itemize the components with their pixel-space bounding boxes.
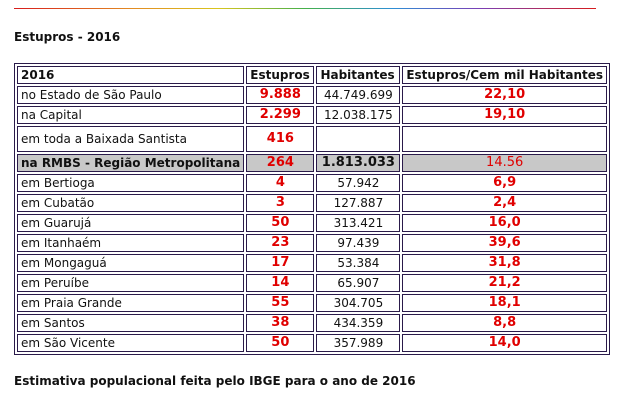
- header-habitantes: Habitantes: [316, 66, 401, 84]
- row-habitantes: 357.989: [316, 334, 401, 352]
- header-taxa: Estupros/Cem mil Habitantes: [402, 66, 607, 84]
- row-habitantes: 53.384: [316, 254, 401, 272]
- row-taxa: 14.56: [402, 154, 607, 172]
- header-estupros: Estupros: [246, 66, 315, 84]
- row-estupros: 4: [246, 174, 315, 192]
- row-taxa: 18,1: [402, 294, 607, 312]
- row-label: em Itanhaém: [17, 234, 245, 252]
- row-label: na Capital: [17, 106, 245, 124]
- table-row: em São Vicente 50 357.989 14,0: [17, 334, 607, 352]
- row-estupros: 23: [246, 234, 315, 252]
- row-habitantes: 65.907: [316, 274, 401, 292]
- table-row: em Cubatão 3 127.887 2,4: [17, 194, 607, 212]
- row-label: em Mongaguá: [17, 254, 245, 272]
- row-label: em Praia Grande: [17, 294, 245, 312]
- row-label: em Bertioga: [17, 174, 245, 192]
- row-estupros: 50: [246, 214, 315, 232]
- row-estupros: 3: [246, 194, 315, 212]
- row-estupros: 50: [246, 334, 315, 352]
- row-habitantes: 1.813.033: [316, 154, 401, 172]
- row-taxa: 8,8: [402, 314, 607, 332]
- row-taxa: 19,10: [402, 106, 607, 124]
- table-row: em Peruíbe 14 65.907 21,2: [17, 274, 607, 292]
- row-taxa: 16,0: [402, 214, 607, 232]
- stats-table-wrap: 2016 Estupros Habitantes Estupros/Cem mi…: [14, 63, 610, 355]
- row-habitantes: 434.359: [316, 314, 401, 332]
- row-estupros: 17: [246, 254, 315, 272]
- table-row: em Mongaguá 17 53.384 31,8: [17, 254, 607, 272]
- row-estupros: 2.299: [246, 106, 315, 124]
- row-label: em Guarujá: [17, 214, 245, 232]
- row-estupros: 416: [246, 126, 315, 152]
- row-taxa: [402, 126, 607, 152]
- page-title: Estupros - 2016: [14, 30, 121, 44]
- table-header-row: 2016 Estupros Habitantes Estupros/Cem mi…: [17, 66, 607, 84]
- row-habitantes: 127.887: [316, 194, 401, 212]
- row-taxa: 39,6: [402, 234, 607, 252]
- row-habitantes: 97.439: [316, 234, 401, 252]
- row-label: em Cubatão: [17, 194, 245, 212]
- row-habitantes: 12.038.175: [316, 106, 401, 124]
- row-habitantes: 313.421: [316, 214, 401, 232]
- row-estupros: 264: [246, 154, 315, 172]
- row-estupros: 38: [246, 314, 315, 332]
- row-habitantes: [316, 126, 401, 152]
- table-row: na Capital 2.299 12.038.175 19,10: [17, 106, 607, 124]
- table-row: em Santos 38 434.359 8,8: [17, 314, 607, 332]
- table-row: em Praia Grande 55 304.705 18,1: [17, 294, 607, 312]
- stats-table: 2016 Estupros Habitantes Estupros/Cem mi…: [14, 63, 610, 355]
- row-habitantes: 57.942: [316, 174, 401, 192]
- table-row-highlight: na RMBS - Região Metropolitana 264 1.813…: [17, 154, 607, 172]
- row-label: em São Vicente: [17, 334, 245, 352]
- row-habitantes: 44.749.699: [316, 86, 401, 104]
- row-taxa: 31,8: [402, 254, 607, 272]
- row-estupros: 55: [246, 294, 315, 312]
- table-row: no Estado de São Paulo 9.888 44.749.699 …: [17, 86, 607, 104]
- row-label: no Estado de São Paulo: [17, 86, 245, 104]
- row-taxa: 6,9: [402, 174, 607, 192]
- top-divider: [14, 8, 596, 9]
- header-year: 2016: [17, 66, 245, 84]
- row-taxa: 22,10: [402, 86, 607, 104]
- row-habitantes: 304.705: [316, 294, 401, 312]
- row-label: em Santos: [17, 314, 245, 332]
- table-row: em Guarujá 50 313.421 16,0: [17, 214, 607, 232]
- footer-note: Estimativa populacional feita pelo IBGE …: [14, 374, 416, 388]
- table-row: em Itanhaém 23 97.439 39,6: [17, 234, 607, 252]
- table-row: em Bertioga 4 57.942 6,9: [17, 174, 607, 192]
- row-taxa: 14,0: [402, 334, 607, 352]
- row-label: em toda a Baixada Santista: [17, 126, 245, 152]
- row-label: em Peruíbe: [17, 274, 245, 292]
- row-taxa: 21,2: [402, 274, 607, 292]
- row-label: na RMBS - Região Metropolitana: [17, 154, 245, 172]
- row-taxa: 2,4: [402, 194, 607, 212]
- table-row: em toda a Baixada Santista 416: [17, 126, 607, 152]
- row-estupros: 9.888: [246, 86, 315, 104]
- row-estupros: 14: [246, 274, 315, 292]
